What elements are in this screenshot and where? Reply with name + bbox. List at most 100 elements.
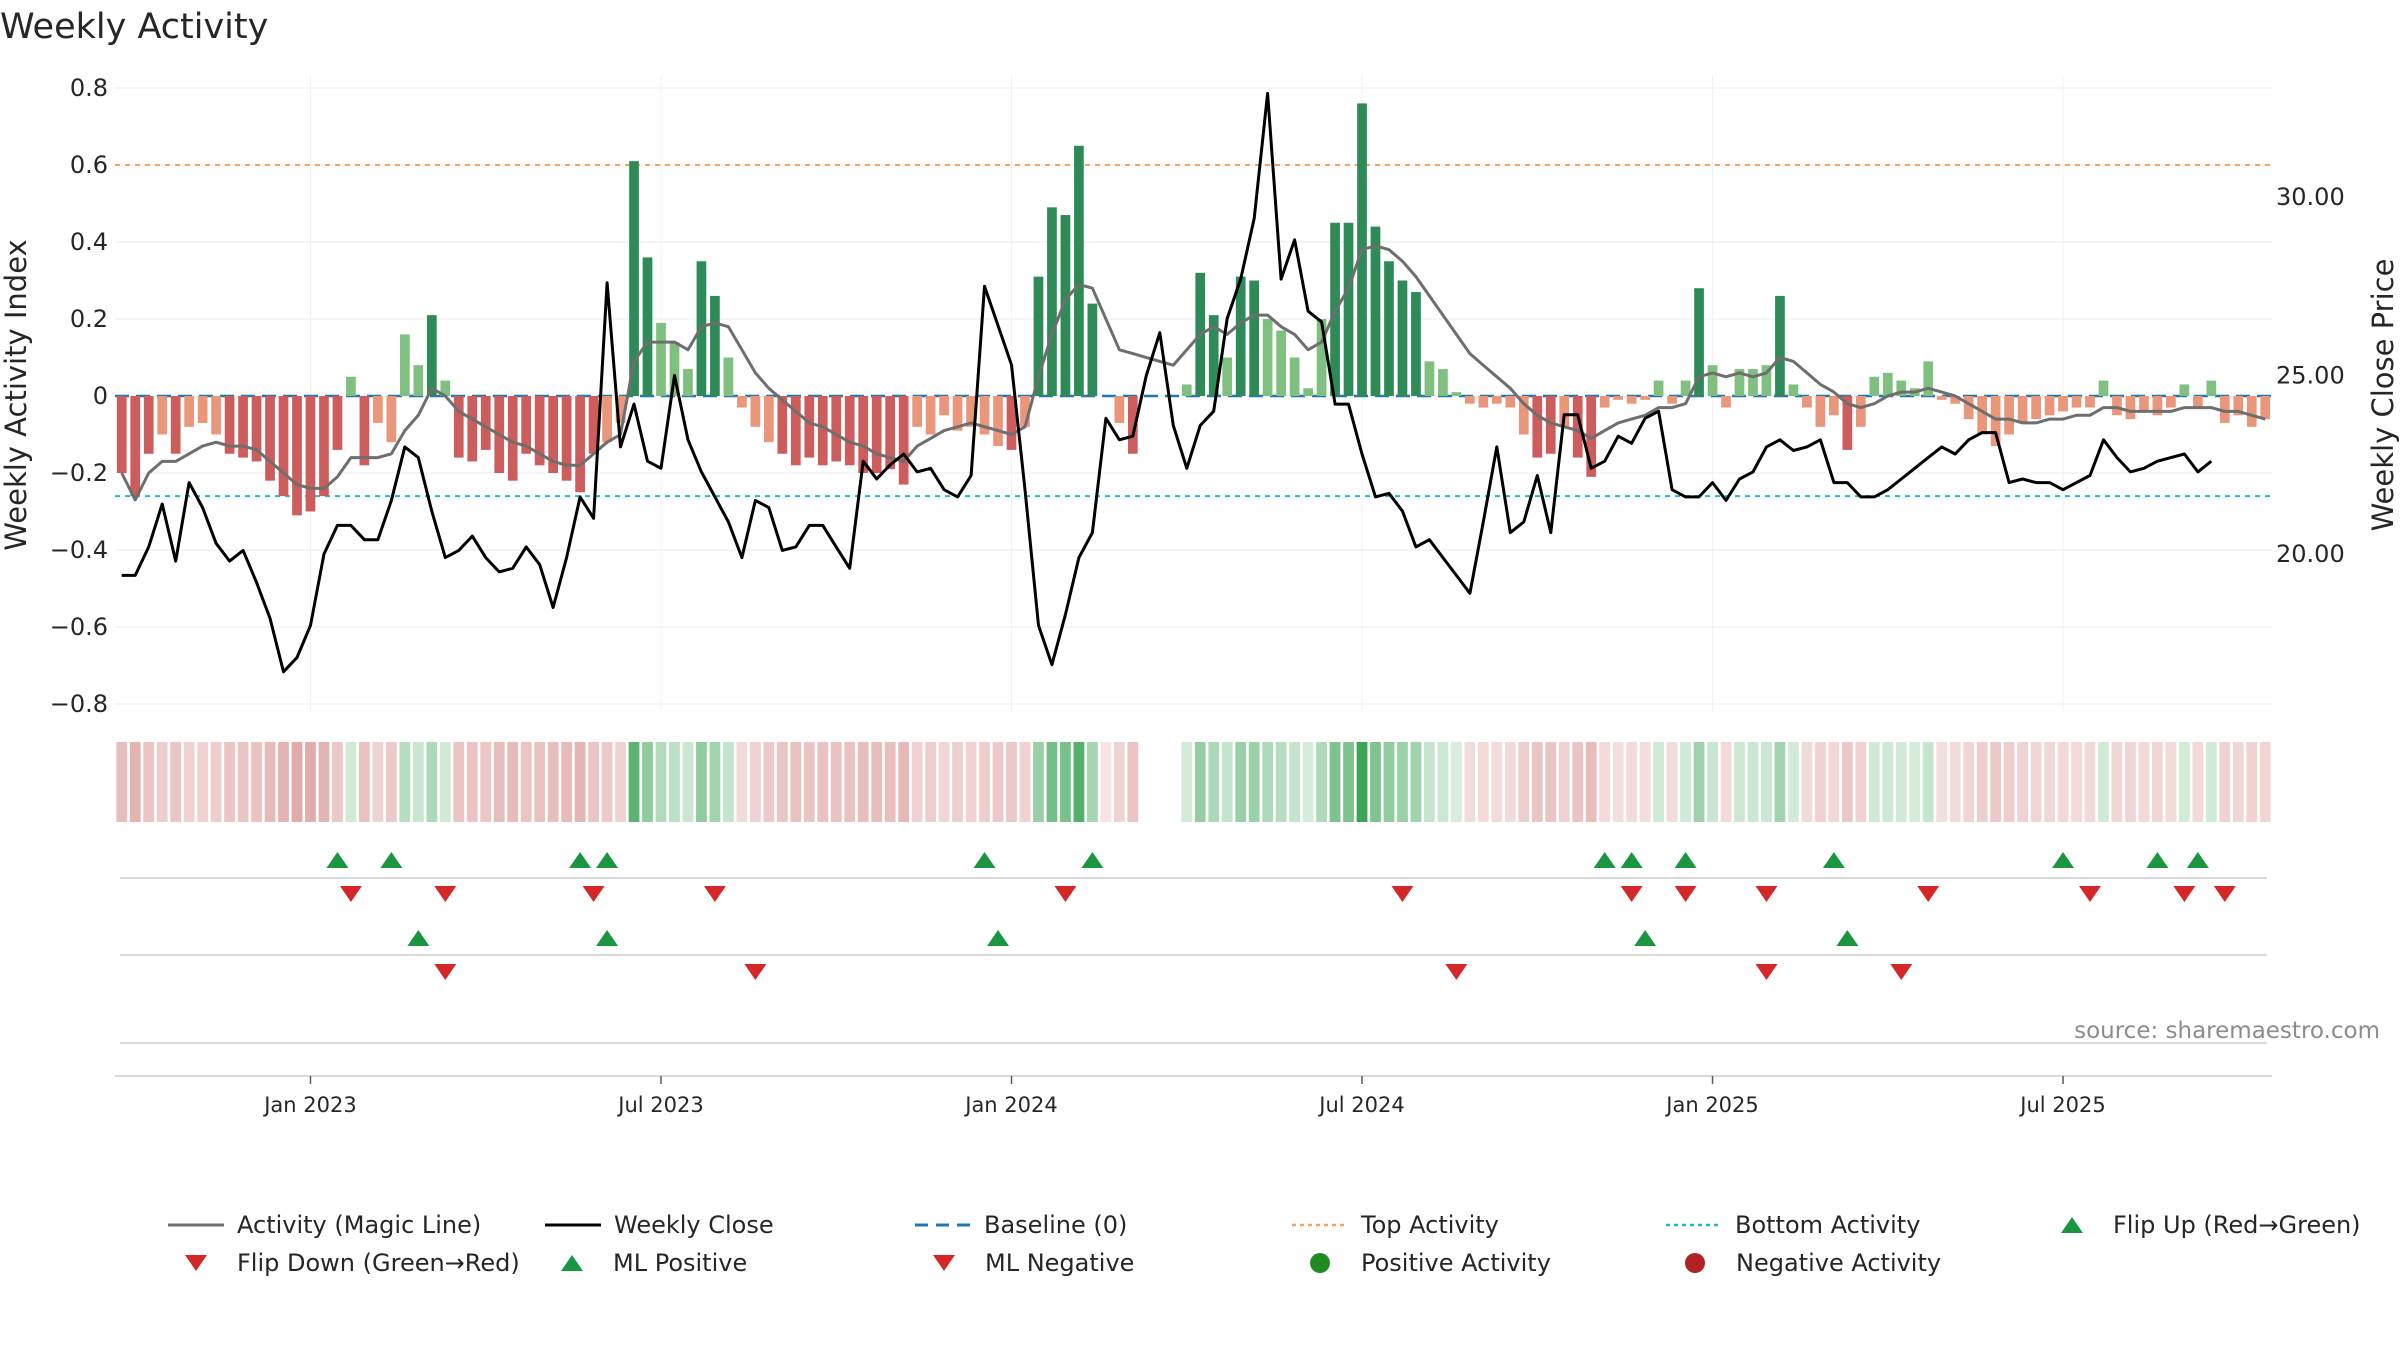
activity-bar	[1626, 396, 1637, 404]
activity-bar	[305, 396, 316, 512]
activity-bar	[912, 396, 922, 427]
heat-cell	[1235, 742, 1247, 822]
x-tick-label: Jul 2024	[1317, 1093, 1404, 1117]
legend-label: Weekly Close	[614, 1211, 774, 1239]
heat-cell	[696, 742, 707, 822]
flip-down-marker	[1917, 886, 1940, 902]
activity-heat-strip	[116, 742, 2271, 822]
heat-cell	[534, 742, 546, 822]
heat-cell	[1801, 742, 1813, 822]
heat-cell	[1707, 742, 1718, 822]
heat-cell	[372, 742, 384, 822]
activity-bar	[750, 396, 761, 427]
flip-down-marker	[434, 886, 457, 902]
activity-bar	[1869, 376, 1880, 396]
activity-bar	[1559, 396, 1570, 427]
activity-bar	[1343, 222, 1354, 396]
activity-bar	[1047, 207, 1057, 396]
legend-item: Top Activity	[1292, 1211, 1499, 1239]
heat-cell	[520, 742, 532, 822]
activity-bar	[1478, 396, 1489, 408]
heat-cell	[2003, 742, 2015, 822]
activity-bar	[1518, 396, 1529, 435]
activity-bar	[1465, 396, 1475, 404]
activity-bar	[1114, 396, 1125, 423]
heat-cell	[439, 742, 451, 822]
heat-cell	[1033, 742, 1044, 822]
activity-bar	[1208, 315, 1219, 396]
activity-bar	[184, 396, 195, 427]
heat-cell	[224, 742, 235, 822]
legend-swatch	[2061, 1217, 2083, 1233]
heat-cell	[1491, 742, 1503, 822]
flip-up-marker	[569, 852, 592, 868]
heat-cell	[628, 742, 640, 822]
heat-cell	[642, 742, 653, 822]
heat-cell	[2111, 742, 2123, 822]
activity-bar	[1127, 396, 1138, 454]
activity-bar	[386, 396, 397, 443]
activity-bar	[2098, 380, 2109, 396]
activity-bar	[1640, 396, 1650, 400]
activity-bar	[332, 396, 343, 450]
heat-cell	[1720, 742, 1732, 822]
heat-cell	[857, 742, 869, 822]
flip-up-marker	[2146, 852, 2169, 868]
heat-cell	[210, 742, 222, 822]
legend-label: Negative Activity	[1736, 1249, 1941, 1277]
heat-cell	[2084, 742, 2096, 822]
activity-bar	[157, 396, 168, 435]
heat-cell	[1585, 742, 1597, 822]
heat-cell	[183, 742, 195, 822]
legend-label: Baseline (0)	[984, 1211, 1127, 1239]
heat-cell	[925, 742, 937, 822]
activity-bar	[292, 396, 302, 516]
heat-cell	[547, 742, 559, 822]
activity-bar	[1384, 261, 1394, 396]
y-axis-label-left: Weekly Activity Index	[0, 239, 33, 550]
heat-cell	[830, 742, 842, 822]
heat-cell	[1788, 742, 1799, 822]
activity-bar	[804, 396, 815, 458]
heat-cell	[1437, 742, 1449, 822]
heat-cell	[911, 742, 923, 822]
legend-label: Positive Activity	[1361, 1249, 1551, 1277]
heat-cell	[1531, 742, 1543, 822]
activity-bar	[1788, 384, 1799, 396]
heat-cell	[884, 742, 896, 822]
activity-bar	[1842, 396, 1853, 450]
activity-bar	[737, 396, 747, 408]
ml-positive-marker	[1634, 930, 1657, 946]
heat-cell	[898, 742, 910, 822]
flip-up-marker	[1593, 852, 1616, 868]
y-right-tick-label: 20.00	[2276, 540, 2345, 568]
heat-cell	[1761, 742, 1772, 822]
heat-cell	[1936, 742, 1948, 822]
activity-bar	[1451, 392, 1462, 396]
activity-bar	[939, 396, 949, 416]
heat-cell	[2152, 742, 2163, 822]
heat-cell	[1329, 742, 1341, 822]
heat-cell	[1302, 742, 1314, 822]
activity-bar	[2139, 396, 2149, 412]
activity-bar	[278, 396, 289, 497]
heat-cell	[1181, 742, 1193, 822]
activity-bar	[1235, 276, 1246, 396]
activity-bar	[2031, 396, 2041, 420]
heat-cell	[2138, 742, 2150, 822]
legend-item: Baseline (0)	[915, 1211, 1127, 1239]
heat-cell	[156, 742, 168, 822]
heat-cell	[1855, 742, 1867, 822]
flip-up-marker	[2052, 852, 2075, 868]
heat-cell	[1073, 742, 1085, 822]
activity-bar	[130, 396, 141, 497]
legend-swatch	[933, 1255, 955, 1271]
activity-bar	[817, 396, 828, 466]
legend-item: Weekly Close	[545, 1211, 774, 1239]
source-credit: source: sharemaestro.com	[2074, 1018, 2380, 1044]
activity-bar	[1950, 396, 1961, 404]
legend-label: Flip Down (Green→Red)	[237, 1249, 520, 1277]
flip-up-marker	[1822, 852, 1845, 868]
heat-cell	[979, 742, 990, 822]
